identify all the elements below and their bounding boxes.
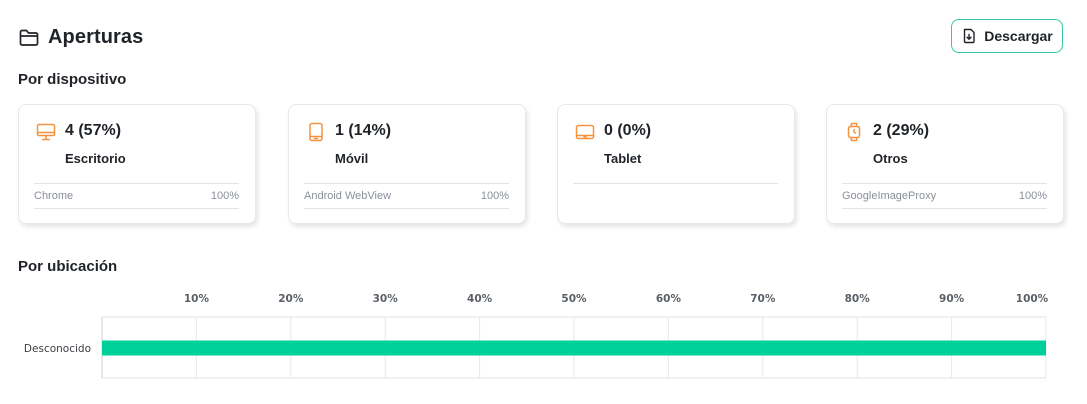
device-label: Móvil bbox=[335, 151, 369, 166]
browser-name: Android WebView bbox=[304, 190, 392, 202]
device-card-mobile: 1 (14%) Móvil Android WebView 100% bbox=[288, 104, 526, 224]
x-tick-label: 60% bbox=[656, 293, 682, 305]
x-tick-label: 30% bbox=[373, 293, 399, 305]
browser-row bbox=[573, 183, 778, 209]
section-title-device: Por dispositivo bbox=[18, 71, 127, 88]
x-tick-label: 10% bbox=[184, 293, 210, 305]
x-tick-label: 90% bbox=[939, 293, 965, 305]
device-count: 4 (57%) bbox=[65, 122, 122, 139]
location-chart: 10% 20% 30% 40% 50% 60% 70% 80% 90% 100% Desconoci… bbox=[0, 285, 1087, 385]
x-tick-label: 100% bbox=[1016, 293, 1049, 305]
mobile-icon bbox=[306, 122, 326, 142]
category-label: Desconocido bbox=[24, 343, 91, 355]
device-count: 1 (14%) bbox=[335, 122, 392, 139]
x-tick-label: 70% bbox=[750, 293, 776, 305]
watch-icon bbox=[844, 122, 864, 142]
browser-percent: 100% bbox=[480, 190, 509, 202]
device-card-desktop: 4 (57%) Escritorio Chrome 100% bbox=[18, 104, 256, 224]
browser-name: Chrome bbox=[34, 190, 74, 202]
device-label: Tablet bbox=[604, 151, 642, 166]
page-header: Aperturas bbox=[18, 22, 143, 52]
device-count: 2 (29%) bbox=[873, 122, 930, 139]
browser-row: Android WebView 100% bbox=[304, 183, 509, 209]
tablet-icon bbox=[575, 122, 595, 142]
section-title-location: Por ubicación bbox=[18, 258, 118, 275]
x-tick-label: 20% bbox=[278, 293, 304, 305]
folder-icon bbox=[18, 26, 40, 48]
device-card-other: 2 (29%) Otros GoogleImageProxy 100% bbox=[826, 104, 1064, 224]
browser-row: GoogleImageProxy 100% bbox=[842, 183, 1047, 209]
device-count: 0 (0%) bbox=[604, 122, 652, 139]
browser-percent: 100% bbox=[210, 190, 239, 202]
download-button[interactable]: Descargar bbox=[951, 19, 1063, 53]
device-label: Otros bbox=[873, 151, 908, 166]
download-button-label: Descargar bbox=[984, 28, 1053, 44]
page-title: Aperturas bbox=[48, 25, 144, 48]
device-card-tablet: 0 (0%) Tablet bbox=[557, 104, 795, 224]
location-chart-svg: 10% 20% 30% 40% 50% 60% 70% 80% 90% 100% Desconoci… bbox=[24, 293, 1049, 379]
x-tick-label: 50% bbox=[561, 293, 587, 305]
bar-desconocido bbox=[102, 340, 1046, 356]
browser-name: GoogleImageProxy bbox=[842, 190, 937, 202]
x-tick-label: 40% bbox=[467, 293, 493, 305]
desktop-icon bbox=[36, 122, 56, 142]
device-label: Escritorio bbox=[65, 151, 126, 166]
browser-row: Chrome 100% bbox=[34, 183, 239, 209]
browser-percent: 100% bbox=[1018, 190, 1047, 202]
x-tick-label: 80% bbox=[845, 293, 871, 305]
file-download-icon bbox=[961, 28, 977, 44]
